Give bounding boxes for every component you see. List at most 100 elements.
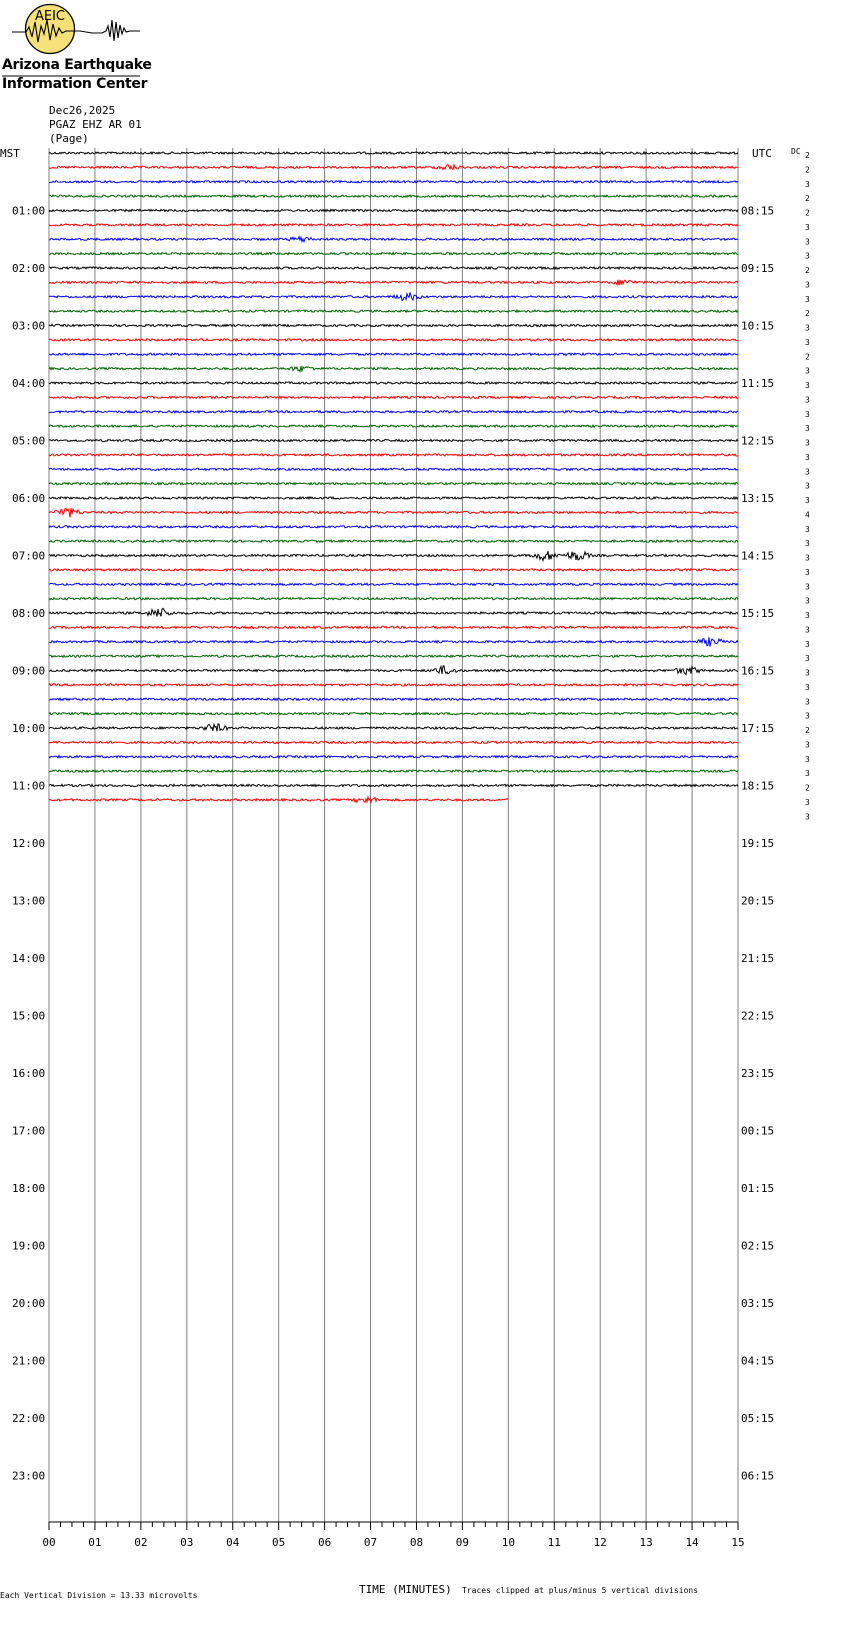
- dc-offset-value: 3: [805, 180, 810, 189]
- trace-line: [48, 395, 739, 400]
- dc-offset-value: 3: [805, 798, 810, 807]
- footer-clip-note: Traces clipped at plus/minus 5 vertical …: [462, 1586, 698, 1595]
- dc-offset-value: 3: [805, 381, 810, 390]
- dc-offset-value: 2: [805, 151, 810, 160]
- x-tick-label: 13: [640, 1536, 653, 1549]
- x-tick-label: 11: [548, 1536, 561, 1549]
- dc-offset-value: 3: [805, 568, 810, 577]
- utc-hour-label: 11:15: [741, 377, 774, 390]
- utc-hour-label: 19:15: [741, 837, 774, 850]
- dc-offset-value: 3: [805, 496, 810, 505]
- trace-line: [48, 423, 739, 429]
- trace-line: [48, 596, 739, 601]
- mst-hour-label: 16:00: [12, 1067, 45, 1080]
- mst-hour-label: 04:00: [12, 377, 45, 390]
- x-tick-label: 02: [134, 1536, 147, 1549]
- x-tick-label: 03: [180, 1536, 193, 1549]
- utc-axis-label: UTC: [752, 147, 772, 160]
- dc-offset-value: 2: [805, 266, 810, 275]
- trace-line: [48, 337, 739, 342]
- dc-offset-value: 3: [805, 338, 810, 347]
- trace-line: [48, 625, 739, 630]
- x-tick-label: 09: [456, 1536, 469, 1549]
- trace-line: [49, 664, 739, 676]
- time-axis: 00 01 02 03 04 05 06 07 08 09 10 11 12 13 14 15: [42, 1522, 745, 1549]
- mst-hour-label: 15:00: [12, 1010, 45, 1023]
- dc-offset-value: 3: [805, 539, 810, 548]
- trace-line: [48, 222, 739, 228]
- dc-offset-value: 2: [805, 209, 810, 218]
- minute-gridlines: [48, 148, 739, 1523]
- x-tick-label: 12: [594, 1536, 607, 1549]
- utc-hour-label: 08:15: [741, 205, 774, 218]
- x-tick-label: 10: [502, 1536, 515, 1549]
- dc-offset-value: 2: [805, 784, 810, 793]
- dc-offset-value: 3: [805, 554, 810, 563]
- dc-offset-value: 3: [805, 769, 810, 778]
- dc-offset-value: 3: [805, 712, 810, 721]
- utc-hour-label: 20:15: [741, 895, 774, 908]
- mst-hour-label: 22:00: [12, 1412, 45, 1425]
- mst-hour-label: 08:00: [12, 607, 45, 620]
- utc-hour-label: 22:15: [741, 1010, 774, 1023]
- page-label: (Page): [49, 132, 89, 145]
- trace-line: [48, 653, 739, 659]
- seismic-traces: [48, 150, 739, 804]
- utc-hour-label: 03:15: [741, 1297, 774, 1310]
- dc-offset-value: 3: [805, 252, 810, 261]
- dc-offset-value: 3: [805, 683, 810, 692]
- trace-line: [48, 409, 739, 414]
- dc-offset-value: 3: [805, 625, 810, 634]
- utc-hour-label: 21:15: [741, 952, 774, 965]
- dc-offset-value: 3: [805, 640, 810, 649]
- mst-hour-label: 13:00: [12, 895, 45, 908]
- dc-offset-value: 3: [805, 697, 810, 706]
- dc-offset-value: 3: [805, 237, 810, 246]
- utc-hour-label: 18:15: [741, 780, 774, 793]
- utc-hour-label: 12:15: [741, 435, 774, 448]
- dc-offset-value: 3: [805, 424, 810, 433]
- trace-line: [48, 682, 739, 687]
- utc-hour-label: 14:15: [741, 550, 774, 563]
- hour-labels: 01:00 02:00 03:00 04:00 05:00 06:00 07:00 08:00…: [12, 205, 774, 1483]
- dc-offset-value: 3: [805, 367, 810, 376]
- dc-offset-value: 3: [805, 439, 810, 448]
- dc-offset-value: 3: [805, 740, 810, 749]
- mst-hour-label: 20:00: [12, 1297, 45, 1310]
- footer-scale-note: Each Vertical Division = 13.33 microvolt…: [0, 1591, 198, 1600]
- trace-line: [48, 380, 739, 386]
- x-tick-label: 08: [410, 1536, 423, 1549]
- mst-hour-label: 01:00: [12, 205, 45, 218]
- dc-offset-value: 3: [805, 395, 810, 404]
- dc-offset-value: 3: [805, 280, 810, 289]
- trace-line: [48, 740, 739, 745]
- mst-hour-label: 05:00: [12, 435, 45, 448]
- trace-line: [48, 795, 509, 804]
- trace-line: [48, 323, 739, 328]
- mst-hour-label: 23:00: [12, 1470, 45, 1483]
- dc-header-label: DC: [791, 147, 801, 156]
- trace-line: [48, 467, 739, 472]
- trace-line: [48, 495, 739, 501]
- mst-hour-label: 06:00: [12, 492, 45, 505]
- trace-line: [48, 711, 739, 716]
- trace-line: [48, 524, 739, 529]
- x-tick-label: 06: [318, 1536, 331, 1549]
- trace-line: [48, 754, 739, 759]
- trace-line: [48, 193, 739, 199]
- trace-line: [48, 481, 739, 486]
- mst-axis-label: MST: [0, 147, 20, 160]
- dc-offset-value: 2: [805, 352, 810, 361]
- trace-line: [48, 452, 738, 457]
- logo-title-line1: Arizona Earthquake: [2, 57, 152, 73]
- mst-hour-label: 02:00: [12, 262, 45, 275]
- x-tick-label: 05: [272, 1536, 285, 1549]
- dc-offset-value: 3: [805, 410, 810, 419]
- trace-line: [48, 582, 739, 587]
- x-tick-label: 15: [731, 1536, 744, 1549]
- dc-offset-value: 3: [805, 611, 810, 620]
- trace-line: [48, 150, 739, 156]
- utc-hour-label: 01:15: [741, 1182, 774, 1195]
- utc-hour-label: 17:15: [741, 722, 774, 735]
